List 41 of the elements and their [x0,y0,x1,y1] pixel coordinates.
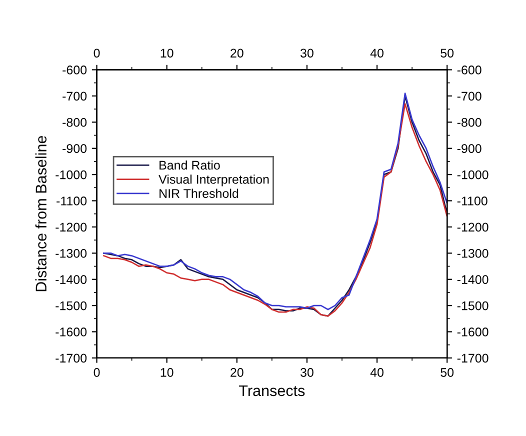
y2-tick-label: -1200 [457,222,488,232]
y2-tick-label: -1500 [457,301,488,310]
legend-label: NIR Threshold [160,188,238,198]
y2-tick-label: -1100 [457,196,488,206]
legend-label: Band Ratio [160,160,220,170]
y2-tick-label: -1300 [457,248,488,258]
x-tick-label: 40 [370,368,384,377]
y-tick-label: -1300 [56,248,87,258]
y-tick-label: -800 [62,118,87,127]
x-axis-title: Transects [239,385,305,396]
y-tick-label: -1600 [56,328,87,336]
y2-tick-label: -1400 [457,275,488,284]
y2-tick-label: -700 [457,92,482,101]
y-tick-label: -700 [62,92,87,101]
x2-tick-label: 40 [370,48,384,58]
x2-tick-label: 50 [440,48,454,58]
x-tick-label: 0 [94,368,100,377]
y-tick-label: -1500 [56,301,87,310]
x-tick-label: 20 [230,368,244,377]
x-tick-label: 10 [160,368,174,377]
x2-tick-label: 0 [94,48,100,58]
y-tick-label: -1000 [56,170,87,180]
x2-tick-label: 10 [160,48,174,58]
x-tick-label: 30 [300,368,314,377]
y2-tick-label: -600 [457,66,482,74]
y-tick-label: -1200 [56,222,87,232]
y2-tick-label: -900 [457,144,482,154]
y2-tick-label: -1000 [457,170,488,180]
y-tick-label: -1100 [56,196,87,206]
y-tick-label: -1400 [56,275,87,284]
y-tick-label: -1700 [56,354,87,363]
x2-tick-label: 20 [230,48,244,58]
y-tick-label: -900 [62,144,87,154]
y2-tick-label: -1700 [457,354,488,363]
y-tick-label: -600 [62,66,87,74]
y2-tick-label: -1600 [457,328,488,336]
y2-tick-label: -800 [457,118,482,127]
x-tick-label: 50 [440,368,454,377]
legend-label: Visual Interpretation [158,174,269,186]
x2-tick-label: 30 [300,48,314,58]
y-axis-title: Distance from Baseline [35,136,47,292]
